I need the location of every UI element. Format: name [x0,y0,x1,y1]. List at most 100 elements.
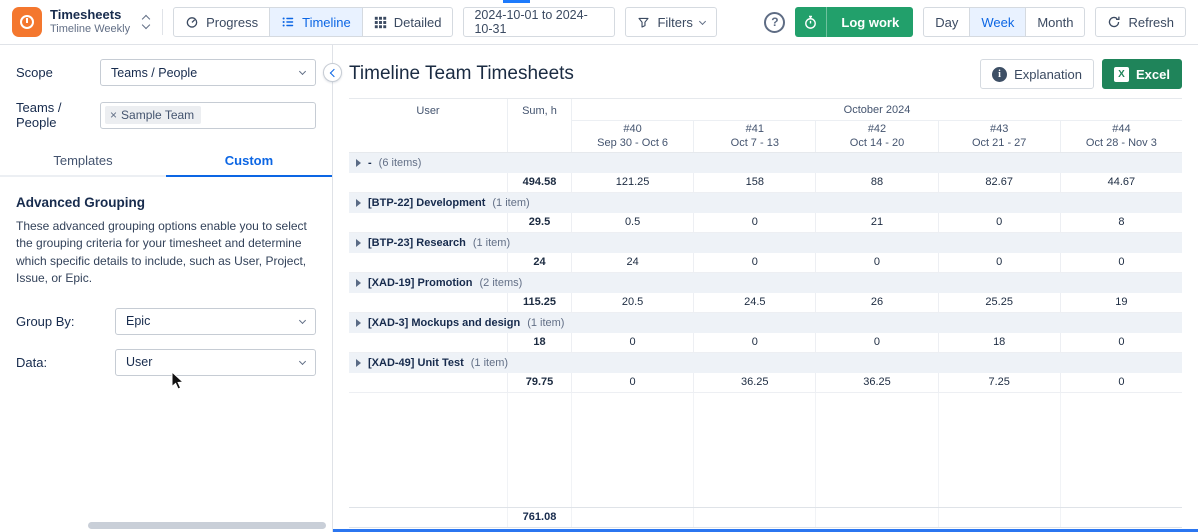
refresh-button[interactable]: Refresh [1095,7,1186,37]
expand-arrow-icon[interactable] [356,359,361,367]
week-value-cell: 0 [693,213,816,233]
expand-arrow-icon[interactable] [356,199,361,207]
teams-people-input[interactable]: × Sample Team [100,101,316,129]
remove-tag-icon[interactable]: × [110,108,118,122]
epic-group-row[interactable]: [BTP-23] Research (1 item) [349,233,1182,253]
week-value-cell: 18 [937,333,1060,353]
tab-progress[interactable]: Progress [173,7,271,37]
data-select[interactable]: User [115,348,316,376]
epic-group-row[interactable]: [BTP-22] Development (1 item) [349,193,1182,213]
week-value-cell: 8 [1059,213,1182,233]
tab-custom[interactable]: Custom [166,144,332,177]
tab-detailed[interactable]: Detailed [361,7,454,37]
expand-arrow-icon[interactable] [356,319,361,327]
group-values-row: 494.58 121.25 158 88 82.67 44.67 [349,173,1182,193]
tab-timeline[interactable]: Timeline [269,7,363,37]
week-column-header: #41 Oct 7 - 13 [693,121,815,152]
group-by-select[interactable]: Epic [115,307,316,335]
week-value-cell: 44.67 [1059,173,1182,193]
user-cell [349,253,507,273]
timesheet-body: - (6 items) 494.58 121.25 158 88 82.67 44.67 [BT… [349,153,1182,393]
month-header: October 2024 [571,99,1182,121]
excel-export-button[interactable]: X Excel [1102,59,1182,89]
team-tag: × Sample Team [105,106,202,124]
log-work-button[interactable]: Log work [795,7,914,37]
stopwatch-icon [795,7,828,37]
period-week[interactable]: Week [969,7,1027,37]
week-value-cell: 82.67 [937,173,1060,193]
week-value-cell: 0 [571,373,694,393]
week-value-cell: 0 [937,213,1060,233]
epic-group-row[interactable]: [XAD-49] Unit Test (1 item) [349,353,1182,373]
app-switcher-chevrons-icon[interactable] [140,13,152,31]
total-row: 761.08 [349,507,1182,528]
period-tabs: Day Week Month [923,7,1086,37]
expand-arrow-icon[interactable] [356,239,361,247]
app-titles: Timesheets Timeline Weekly [50,7,131,36]
week-value-cell: 158 [693,173,816,193]
week-value-cell: 121.25 [571,173,694,193]
epic-group-row[interactable]: [XAD-3] Mockups and design (1 item) [349,313,1182,333]
excel-icon: X [1114,66,1130,82]
chevron-left-icon [329,68,338,77]
sum-cell: 494.58 [507,173,571,193]
app-title: Timesheets [50,7,122,23]
scope-select[interactable]: Teams / People [100,59,316,86]
user-column-header: User [416,105,440,117]
sum-cell: 79.75 [507,373,571,393]
view-tabs: Progress Timeline Detailed [173,7,454,37]
funnel-icon [638,17,650,28]
advanced-grouping-description: These advanced grouping options enable y… [16,219,307,286]
week-value-cell: 19 [1059,293,1182,313]
week-value-cell: 36.25 [693,373,816,393]
total-sum: 761.08 [507,508,571,527]
group-values-row: 115.25 20.5 24.5 26 25.25 19 [349,293,1182,313]
group-values-row: 24 24 0 0 0 0 [349,253,1182,273]
period-month[interactable]: Month [1025,7,1086,37]
week-value-cell: 36.25 [815,373,938,393]
expand-arrow-icon[interactable] [356,279,361,287]
app-switcher[interactable]: Timesheets Timeline Weekly [12,7,152,37]
week-value-cell: 26 [815,293,938,313]
chevron-down-icon [298,316,307,324]
help-button[interactable]: ? [764,11,786,33]
sum-cell: 29.5 [507,213,571,233]
week-value-cell: 88 [815,173,938,193]
group-values-row: 79.75 0 36.25 36.25 7.25 0 [349,373,1182,393]
chevron-down-icon [698,17,706,25]
explanation-button[interactable]: i Explanation [980,59,1095,89]
week-column-header: #40 Sep 30 - Oct 6 [571,121,693,152]
gauge-icon [186,17,198,28]
week-value-cell: 0 [937,253,1060,273]
date-range-input[interactable]: 2024-10-01 to 2024-10-31 [463,7,616,37]
sidebar-collapse-button[interactable] [323,63,342,82]
week-value-cell: 0 [815,253,938,273]
week-column-header: #43 Oct 21 - 27 [937,121,1060,152]
user-cell [349,173,507,193]
teams-people-label: Teams / People [16,100,62,130]
week-column-header: #44 Oct 28 - Nov 3 [1059,121,1182,152]
week-value-cell: 0 [693,333,816,353]
main-horizontal-scrollbar[interactable] [333,529,1198,532]
sum-cell: 18 [507,333,571,353]
week-value-cell: 21 [815,213,938,233]
user-cell [349,333,507,353]
sidebar-tabs: Templates Custom [0,144,332,177]
sidebar-horizontal-scrollbar[interactable] [88,522,326,529]
epic-group-row[interactable]: [XAD-19] Promotion (2 items) [349,273,1182,293]
group-values-row: 18 0 0 0 18 0 [349,333,1182,353]
sidebar: Scope Teams / People Teams / People × Sa… [0,45,342,532]
filters-button[interactable]: Filters [625,7,717,37]
refresh-icon [1109,16,1121,28]
expand-arrow-icon[interactable] [356,159,361,167]
user-cell [349,293,507,313]
period-day[interactable]: Day [923,7,971,37]
main-panel: Timeline Team Timesheets i Explanation X… [333,45,1198,532]
scope-label: Scope [16,65,53,80]
week-value-cell: 7.25 [937,373,1060,393]
week-column-header: #42 Oct 14 - 20 [815,121,937,152]
app-subtitle: Timeline Weekly [50,23,131,36]
group-by-label: Group By: [16,313,75,329]
epic-group-row[interactable]: - (6 items) [349,153,1182,173]
tab-templates[interactable]: Templates [53,153,113,168]
